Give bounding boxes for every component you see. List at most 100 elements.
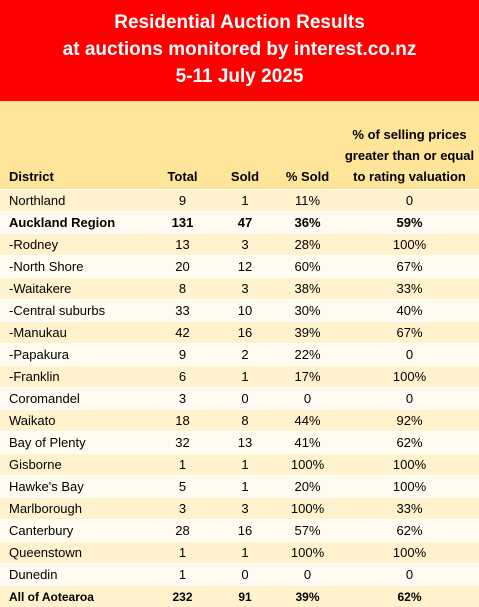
pct-sold-cell: 0 [275, 564, 340, 586]
total-cell: 9 [150, 190, 215, 212]
auction-results-panel: Residential Auction Results at auctions … [0, 0, 479, 589]
sold-cell: 0 [215, 564, 275, 586]
title-line-2: at auctions monitored by interest.co.nz [0, 36, 479, 63]
total-cell: 28 [150, 520, 215, 542]
total-cell: 1 [150, 454, 215, 476]
valuation-cell: 100% [340, 476, 479, 498]
total-column-header: Total [150, 101, 215, 190]
sold-cell: 13 [215, 432, 275, 454]
sold-cell: 12 [215, 256, 275, 278]
district-cell: -Manukau [0, 322, 150, 344]
valuation-cell: 62% [340, 520, 479, 542]
sold-cell: 1 [215, 542, 275, 564]
total-cell: 9 [150, 344, 215, 366]
total-cell: 131 [150, 212, 215, 234]
valuation-cell: 33% [340, 498, 479, 520]
pct-sold-cell: 22% [275, 344, 340, 366]
total-cell: 32 [150, 432, 215, 454]
district-cell: -Franklin [0, 366, 150, 388]
total-cell: 8 [150, 278, 215, 300]
valuation-cell: 0 [340, 388, 479, 410]
district-cell: -Waitakere [0, 278, 150, 300]
valuation-cell: 100% [340, 542, 479, 564]
sold-cell: 1 [215, 454, 275, 476]
sold-cell: 3 [215, 278, 275, 300]
pct-sold-cell: 17% [275, 366, 340, 388]
valuation-cell: 62% [340, 432, 479, 454]
district-cell: Dunedin [0, 564, 150, 586]
valuation-cell: 0 [340, 344, 479, 366]
district-cell: Hawke's Bay [0, 476, 150, 498]
valuation-cell: 100% [340, 366, 479, 388]
district-cell: Canterbury [0, 520, 150, 542]
pct-sold-cell: 44% [275, 410, 340, 432]
sold-column-header: Sold [215, 101, 275, 190]
sold-cell: 10 [215, 300, 275, 322]
district-cell: -Central suburbs [0, 300, 150, 322]
total-cell: 42 [150, 322, 215, 344]
sold-cell: 8 [215, 410, 275, 432]
pct-sold-cell: 36% [275, 212, 340, 234]
sold-cell: 0 [215, 388, 275, 410]
sold-cell: 3 [215, 498, 275, 520]
district-cell: Queenstown [0, 542, 150, 564]
valuation-cell: 40% [340, 300, 479, 322]
sold-cell: 16 [215, 322, 275, 344]
total-cell: 18 [150, 410, 215, 432]
district-cell: Waikato [0, 410, 150, 432]
pct-sold-cell: 28% [275, 234, 340, 256]
sold-cell: 16 [215, 520, 275, 542]
district-cell: Marlborough [0, 498, 150, 520]
pct-sold-cell: 11% [275, 190, 340, 212]
pct-sold-cell: 30% [275, 300, 340, 322]
title-banner: Residential Auction Results at auctions … [0, 0, 479, 101]
valuation-column-header: % of selling prices greater than or equa… [340, 101, 479, 190]
district-cell: Northland [0, 190, 150, 212]
valuation-cell: 100% [340, 454, 479, 476]
valuation-cell: 100% [340, 234, 479, 256]
pct-sold-cell: 60% [275, 256, 340, 278]
sold-cell: 47 [215, 212, 275, 234]
district-cell: Coromandel [0, 388, 150, 410]
sold-cell: 1 [215, 476, 275, 498]
pct-sold-cell: 100% [275, 454, 340, 476]
header-row: District Total Sold % Sold % of selling … [0, 101, 479, 190]
pct-sold-cell: 0 [275, 388, 340, 410]
district-cell: -Papakura [0, 344, 150, 366]
title-line-1: Residential Auction Results [0, 9, 479, 36]
total-cell: 5 [150, 476, 215, 498]
sold-cell: 1 [215, 366, 275, 388]
total-cell: 33 [150, 300, 215, 322]
total-cell: 6 [150, 366, 215, 388]
total-cell: 3 [150, 388, 215, 410]
pct-sold-cell: 100% [275, 498, 340, 520]
valuation-cell: 59% [340, 212, 479, 234]
results-table: District Total Sold % Sold % of selling … [0, 101, 479, 607]
sold-cell: 2 [215, 344, 275, 366]
district-cell: Gisborne [0, 454, 150, 476]
district-column-header: District [0, 101, 150, 190]
total-cell: 3 [150, 498, 215, 520]
pct-sold-cell: 57% [275, 520, 340, 542]
pct-sold-cell: 39% [275, 322, 340, 344]
pct-sold-column-header: % Sold [275, 101, 340, 190]
total-cell: 13 [150, 234, 215, 256]
valuation-cell: 33% [340, 278, 479, 300]
sold-cell: 1 [215, 190, 275, 212]
valuation-cell: 92% [340, 410, 479, 432]
